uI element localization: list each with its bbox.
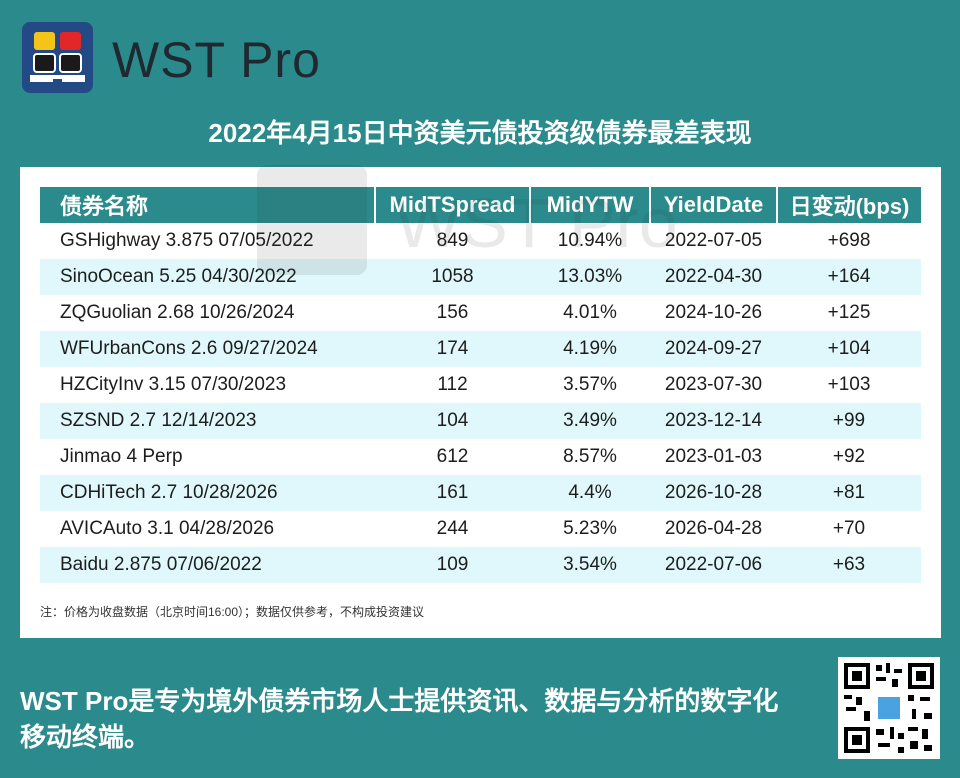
bond-name: SinoOcean 5.25 04/30/2022 <box>40 259 375 295</box>
page-title: 2022年4月15日中资美元债投资级债券最差表现 <box>208 118 752 148</box>
table-row: GSHighway 3.875 07/05/2022 849 10.94% 20… <box>40 223 921 259</box>
table-header-row: 债券名称 MidTSpread MidYTW YieldDate 日变动(bps… <box>40 187 921 223</box>
mid-t-spread: 1058 <box>375 259 530 295</box>
yield-date: 2026-10-28 <box>650 475 777 511</box>
daily-change: +164 <box>777 259 921 295</box>
bonds-table: 债券名称 MidTSpread MidYTW YieldDate 日变动(bps… <box>40 187 921 583</box>
daily-change: +125 <box>827 302 871 323</box>
yield-date: 2023-01-03 <box>664 446 763 467</box>
column-header-change: 日变动(bps) <box>777 187 921 223</box>
yield-date: 2022-04-30 <box>650 259 777 295</box>
mid-t-spread: 161 <box>375 475 530 511</box>
table-row: Baidu 2.875 07/06/2022 109 3.54% 2022-07… <box>40 547 921 583</box>
bond-name: Baidu 2.875 07/06/2022 <box>40 547 375 583</box>
bond-name: CDHiTech 2.7 10/28/2026 <box>40 475 375 511</box>
yield-date: 2024-09-27 <box>650 331 777 367</box>
logo-graphic <box>30 32 85 82</box>
table-row: SinoOcean 5.25 04/30/2022 1058 13.03% 20… <box>40 259 921 295</box>
yield-date: 2023-12-14 <box>650 403 777 439</box>
mid-t-spread: 109 <box>375 547 530 583</box>
yield-date: 2022-07-06 <box>650 547 777 583</box>
bond-name: AVICAuto 3.1 04/28/2026 <box>60 518 275 539</box>
table-row: SZSND 2.7 12/14/2023 104 3.49% 2023-12-1… <box>40 403 921 439</box>
bond-name: GSHighway 3.875 07/05/2022 <box>60 230 314 251</box>
brand-name: WST Pro <box>112 32 321 88</box>
mid-ytw: 5.23% <box>563 518 617 539</box>
wst-pro-logo-icon <box>22 22 93 93</box>
mid-ytw: 4.19% <box>530 331 650 367</box>
yield-date: 2026-04-28 <box>664 518 763 539</box>
daily-change: +70 <box>832 518 866 539</box>
table-panel: 债券名称 MidTSpread MidYTW YieldDate 日变动(bps… <box>20 167 941 638</box>
table-row: WFUrbanCons 2.6 09/27/2024 174 4.19% 202… <box>40 331 921 367</box>
table-row: CDHiTech 2.7 10/28/2026 161 4.4% 2026-10… <box>40 475 921 511</box>
mid-ytw: 4.4% <box>530 475 650 511</box>
bond-name: ZQGuolian 2.68 10/26/2024 <box>60 302 295 323</box>
yield-date: 2024-10-26 <box>664 302 763 323</box>
table-row: AVICAuto 3.1 04/28/2026 244 5.23% 2026-0… <box>40 511 921 547</box>
yield-date: 2023-07-30 <box>664 374 763 395</box>
daily-change: +698 <box>827 230 871 251</box>
qr-graphic <box>844 663 934 753</box>
mid-ytw: 4.01% <box>563 302 617 323</box>
bond-name: HZCityInv 3.15 07/30/2023 <box>60 374 287 395</box>
mid-ytw: 3.49% <box>530 403 650 439</box>
table-row: ZQGuolian 2.68 10/26/2024 156 4.01% 2024… <box>40 295 921 331</box>
bond-name: Jinmao 4 Perp <box>60 446 183 467</box>
mid-t-spread: 112 <box>437 374 468 395</box>
column-header-spread: MidTSpread <box>375 187 531 223</box>
mid-t-spread: 244 <box>436 518 469 539</box>
column-header-date: YieldDate <box>650 187 778 223</box>
mid-t-spread: 174 <box>375 331 530 367</box>
mid-ytw: 8.57% <box>563 446 617 467</box>
mid-ytw: 10.94% <box>557 230 623 251</box>
column-header-ytw: MidYTW <box>530 187 651 223</box>
mid-ytw: 13.03% <box>530 259 650 295</box>
mid-t-spread: 849 <box>436 230 469 251</box>
daily-change: +99 <box>777 403 921 439</box>
mid-ytw: 3.57% <box>563 374 617 395</box>
mid-ytw: 3.54% <box>530 547 650 583</box>
mid-t-spread: 156 <box>436 302 469 323</box>
bond-name: SZSND 2.7 12/14/2023 <box>40 403 375 439</box>
disclaimer-note: 注：价格为收盘数据（北京时间16:00）；数据仅供参考，不构成投资建议 <box>40 605 425 619</box>
mid-t-spread: 612 <box>436 446 469 467</box>
mid-t-spread: 104 <box>375 403 530 439</box>
daily-change: +103 <box>827 374 871 395</box>
tagline: WST Pro是专为境外债券市场人士提供资讯、数据与分析的数字化移动终端。 <box>20 686 779 752</box>
daily-change: +81 <box>777 475 921 511</box>
daily-change: +104 <box>777 331 921 367</box>
yield-date: 2022-07-05 <box>664 230 763 251</box>
table-row: Jinmao 4 Perp 612 8.57% 2023-01-03 +92 <box>40 439 921 475</box>
table-row: HZCityInv 3.15 07/30/2023 112 3.57% 2023… <box>40 367 921 403</box>
column-header-name: 债券名称 <box>40 187 376 223</box>
bond-name: WFUrbanCons 2.6 09/27/2024 <box>40 331 375 367</box>
daily-change: +63 <box>777 547 921 583</box>
daily-change: +92 <box>832 446 866 467</box>
qr-code-icon <box>838 657 940 759</box>
